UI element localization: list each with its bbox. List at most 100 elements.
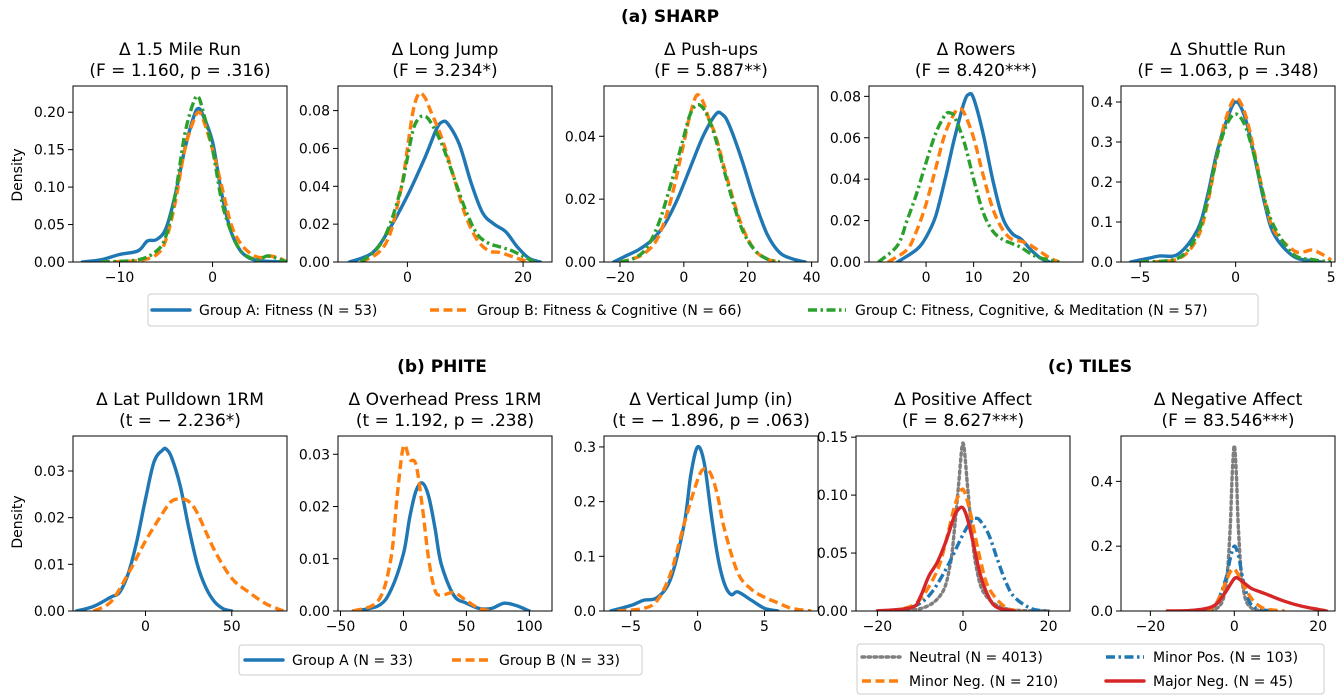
chart-subtitle: (F = 8.420***) (915, 61, 1037, 81)
chart-subtitle: (F = 83.546***) (1161, 411, 1294, 431)
x-tick-label: 0 (208, 270, 217, 286)
y-tick-label: 0.00 (34, 255, 65, 271)
plot-frame (337, 85, 553, 263)
y-tick-label: 0.05 (817, 546, 848, 562)
chart-subtitle: (t = − 1.896, p = .063) (612, 411, 810, 431)
x-tick-label: 0 (959, 619, 968, 635)
chart-subtitle: (F = 8.627***) (902, 411, 1024, 431)
legend-label: Group A: Fitness (N = 53) (199, 303, 377, 319)
legend-item-major-neg: Major Neg. (N = 45) (1104, 674, 1293, 690)
y-tick-label: 0.0 (1091, 255, 1113, 271)
legend-phite: Group A (N = 33) Group B (N = 33) (238, 644, 643, 676)
y-tick-label: 0.2 (1091, 539, 1113, 555)
y-tick-label: 0.00 (34, 604, 65, 620)
y-tick-label: 0.06 (299, 141, 330, 157)
y-tick-label: 0.10 (817, 488, 848, 504)
series-line-minor-pos (894, 516, 1049, 611)
series-line-group-a (609, 444, 780, 611)
chart-panel-delta-rowers: Δ Rowers(F = 8.420***) 0 10 20 0.00 0.02 0.04 0… (830, 40, 1084, 286)
x-tick-label: −5 (620, 619, 641, 635)
series-line-group-c-fitness-cognitive-meditation (877, 110, 1060, 262)
legend-item-minor-neg: Minor Neg. (N = 210) (862, 674, 1058, 690)
chart-title: Δ Shuttle Run (1170, 40, 1286, 60)
plot-frame (603, 85, 819, 263)
plot-frame (868, 85, 1084, 263)
plot-frame (337, 435, 553, 612)
x-tick-label: 0 (1230, 619, 1239, 635)
y-tick-label: 0.05 (34, 218, 65, 234)
x-tick-label: 20 (1040, 619, 1058, 635)
legend-item-group-c-fitness-cognitive-meditation: Group C: Fitness, Cognitive, & Meditatio… (808, 303, 1208, 319)
series-line-group-a (351, 481, 531, 611)
x-tick-label: 0 (399, 619, 408, 635)
series-line-group-b (92, 497, 285, 611)
y-tick-label: 0.3 (574, 440, 596, 456)
x-tick-label: −20 (863, 619, 893, 635)
series-line-group-a-fitness (80, 106, 287, 262)
x-tick-label: 0 (141, 619, 150, 635)
y-tick-label: 0.02 (299, 500, 330, 516)
y-tick-label: 0.03 (34, 464, 65, 480)
x-tick-label: 5 (760, 619, 769, 635)
chart-subtitle: (F = 1.160, p = .316) (89, 61, 270, 81)
series-line-group-b-fitness-cognitive (887, 107, 1060, 262)
chart-panel-delta-positive-affect: Δ Positive Affect(F = 8.627***) −20 0 20 0.0… (817, 390, 1071, 635)
x-tick-label: 20 (514, 270, 532, 286)
x-tick-label: −20 (605, 270, 635, 286)
x-tick-label: 0 (922, 270, 931, 286)
chart-subtitle: (t = − 2.236*) (119, 411, 241, 431)
plot-frame (72, 435, 288, 612)
y-tick-label: 0.4 (1091, 95, 1113, 111)
series-line-major-neg (1165, 575, 1329, 611)
y-tick-label: 0.02 (565, 192, 596, 208)
x-tick-label: 0 (693, 619, 702, 635)
y-tick-label: 0.20 (34, 105, 65, 121)
legend-sharp: Group A: Fitness (N = 53) Group B: Fitnes… (147, 293, 1259, 327)
x-tick-label: 10 (965, 270, 983, 286)
series-line-minor-neg (1192, 567, 1285, 611)
series-line-group-b-fitness-cognitive (1139, 96, 1333, 262)
legend-item-group-b: Group B (N = 33) (452, 653, 620, 669)
series-line-group-b (352, 443, 492, 611)
chart-panel-delta-push-ups: Δ Push-ups(F = 5.887**) −20 0 20 40 0.00 0.02 0… (565, 40, 821, 286)
chart-title: Δ Long Jump (392, 40, 499, 60)
chart-title: Δ Vertical Jump (in) (629, 390, 792, 410)
legend-item-group-a-fitness: Group A: Fitness (N = 53) (150, 303, 377, 319)
legend-frame (238, 644, 643, 676)
legend-label: Major Neg. (N = 45) (1153, 674, 1293, 690)
x-tick-label: 5 (1327, 270, 1336, 286)
x-tick-label: 20 (1309, 619, 1327, 635)
series-line-group-c-fitness-cognitive-meditation (359, 114, 536, 262)
y-axis-label-bottom: Density (10, 495, 26, 548)
series-line-group-b-fitness-cognitive (619, 93, 781, 262)
y-tick-label: 0.10 (34, 180, 65, 196)
chart-title: Δ Rowers (937, 40, 1016, 60)
y-tick-label: 0.4 (1091, 474, 1113, 490)
section-title-phite: (b) PHITE (397, 357, 487, 377)
y-tick-label: 0.04 (830, 172, 861, 188)
legend-label: Group B: Fitness & Cognitive (N = 66) (477, 303, 742, 319)
chart-panel-delta-overhead-press-1rm: Δ Overhead Press 1RM(t = 1.192, p = .238… (299, 390, 553, 635)
legend-label: Group B (N = 33) (499, 653, 620, 669)
y-tick-label: 0.01 (34, 557, 65, 573)
x-tick-label: 50 (223, 619, 241, 635)
chart-title: Δ Lat Pulldown 1RM (96, 390, 264, 410)
y-tick-label: 0.03 (299, 447, 330, 463)
y-tick-label: 0.02 (34, 511, 65, 527)
legend-item-group-b-fitness-cognitive: Group B: Fitness & Cognitive (N = 66) (430, 303, 742, 319)
x-tick-label: −20 (1136, 619, 1166, 635)
series-line-minor-neg (877, 487, 1024, 611)
chart-panel-delta-shuttle-run: Δ Shuttle Run(F = 1.063, p = .348) −5 0 5 0.… (1091, 40, 1336, 286)
y-tick-label: 0.1 (1091, 215, 1113, 231)
chart-title: Δ 1.5 Mile Run (119, 40, 241, 60)
chart-subtitle: (F = 5.887**) (654, 61, 768, 81)
y-tick-label: 0.3 (1091, 135, 1113, 151)
chart-subtitle: (t = 1.192, p = .238) (356, 411, 534, 431)
legend-item-neutral: Neutral (N = 4013) (860, 650, 1043, 666)
series-line-minor-pos (1183, 544, 1277, 611)
plot-frame (1120, 85, 1336, 263)
legend-label: Neutral (N = 4013) (909, 650, 1043, 666)
y-axis-label-top: Density (10, 148, 26, 201)
chart-subtitle: (F = 1.063, p = .348) (1137, 61, 1318, 81)
